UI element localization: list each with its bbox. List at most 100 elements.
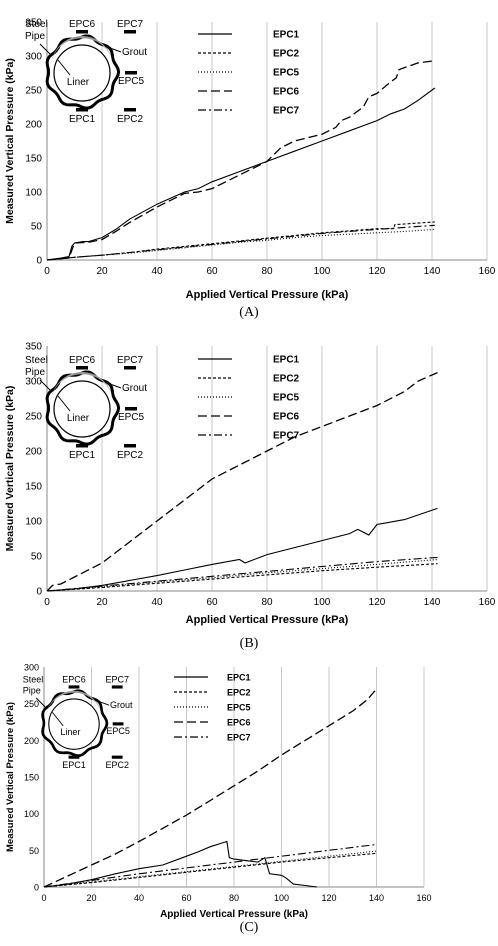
- legend-label-epc1: EPC1: [273, 355, 300, 366]
- y-tick-label: 250: [25, 412, 42, 423]
- epc7-label: EPC7: [105, 675, 129, 685]
- steel-pipe-ring: [41, 689, 109, 757]
- series-line-epc6: [43, 688, 377, 888]
- steel-pipe-ring: [45, 370, 121, 446]
- liner-leader: [57, 59, 71, 76]
- series-line-epc5: [46, 558, 438, 592]
- steel-pipe-label: Steel Pipe: [23, 675, 44, 696]
- grout-label: Grout: [122, 383, 147, 394]
- y-tick-label: 150: [24, 773, 39, 783]
- x-tick-label: 60: [206, 597, 218, 608]
- series-line-epc1: [46, 507, 438, 592]
- inset-diagram: EPC6 EPC7 EPC5 EPC1 EPC2 Steel Pipe Grout Liner: [23, 675, 133, 771]
- steel-pipe-leader: [39, 379, 51, 391]
- epc5-label: EPC5: [118, 412, 145, 423]
- y-tick-label: 350: [25, 18, 42, 29]
- grout-leader: [109, 47, 122, 53]
- epc1-label: EPC1: [62, 760, 86, 770]
- x-axis-label: Applied Vertical Pressure (kPa): [186, 614, 349, 626]
- epc1-marker: [76, 444, 88, 448]
- epc2-label: EPC2: [105, 760, 129, 770]
- y-tick-label: 100: [24, 809, 39, 819]
- y-tick-label: 50: [29, 846, 39, 856]
- grout-leader: [109, 383, 122, 389]
- x-tick-label: 120: [369, 266, 386, 277]
- steel-pipe-ring: [45, 34, 121, 110]
- legend-label-epc5: EPC5: [227, 703, 251, 713]
- epc6-label: EPC6: [69, 355, 96, 366]
- x-tick-label: 40: [151, 266, 163, 277]
- liner-circle: [48, 698, 100, 750]
- series-line-epc2: [43, 852, 377, 888]
- steel-pipe-label: Steel Pipe: [25, 355, 48, 378]
- y-tick-label: 200: [24, 736, 39, 746]
- epc2-marker: [124, 444, 136, 448]
- series-line-epc7: [46, 224, 435, 261]
- x-tick-label: 0: [44, 266, 50, 277]
- y-tick-label: 250: [24, 699, 39, 709]
- x-tick-label: 140: [424, 597, 441, 608]
- y-tick-label: 300: [25, 377, 42, 388]
- x-tick-label: 120: [369, 597, 386, 608]
- y-axis-label: Measured Vertical Pressure (kPa): [4, 58, 16, 224]
- legend-label-epc7: EPC7: [273, 106, 300, 117]
- series-line-epc7: [43, 843, 377, 888]
- liner-leader: [57, 395, 71, 412]
- liner-label: Liner: [60, 727, 80, 737]
- legend-label-epc2: EPC2: [273, 374, 300, 385]
- y-axis-label: Measured Vertical Pressure (kPa): [4, 386, 16, 552]
- x-tick-label: 160: [416, 893, 431, 903]
- epc5-marker: [125, 407, 137, 411]
- x-tick-label: 160: [479, 597, 496, 608]
- epc7-marker: [124, 30, 136, 34]
- legend-label-epc5: EPC5: [273, 68, 300, 79]
- series-line-epc1: [43, 840, 318, 888]
- liner-circle: [53, 44, 111, 102]
- x-tick-label: 80: [261, 266, 273, 277]
- x-tick-label: 20: [96, 266, 108, 277]
- y-tick-label: 200: [25, 447, 42, 458]
- legend-label-epc1: EPC1: [273, 30, 300, 41]
- x-tick-label: 20: [86, 893, 96, 903]
- grout-leader: [99, 701, 110, 706]
- steel-pipe-label-line: Pipe: [23, 686, 41, 696]
- series-line-epc6: [46, 60, 435, 261]
- steel-pipe-label-line: Pipe: [25, 367, 45, 378]
- x-tick-label: 0: [44, 597, 50, 608]
- chart-panel-b: 0 20 40 60 80 100 120 140 160 0 50 100 150 200 250 300 3…: [0, 322, 498, 629]
- epc6-label: EPC6: [62, 675, 86, 685]
- liner-label: Liner: [67, 413, 90, 424]
- x-tick-label: 100: [314, 597, 331, 608]
- series-line-epc6: [46, 372, 438, 592]
- epc5-marker: [112, 722, 124, 726]
- x-tick-label: 120: [321, 893, 336, 903]
- y-tick-label: 0: [34, 883, 39, 893]
- x-tick-label: 140: [424, 266, 441, 277]
- y-tick-label: 200: [25, 120, 42, 131]
- steel-pipe-leader: [39, 43, 51, 55]
- liner-leader: [52, 712, 64, 727]
- epc7-marker: [124, 366, 136, 370]
- y-tick-label: 250: [25, 86, 42, 97]
- legend-label-epc5: EPC5: [273, 393, 300, 404]
- y-tick-label: 100: [25, 517, 42, 528]
- x-tick-label: 80: [229, 893, 239, 903]
- steel-pipe-label-line: Steel: [25, 19, 48, 30]
- x-tick-label: 100: [274, 893, 289, 903]
- chart-a-svg: 0 20 40 60 80 100 120 140 160 0 50 100 150 200 250 300 3…: [4, 18, 496, 302]
- legend-label-epc6: EPC6: [227, 718, 251, 728]
- epc2-marker: [111, 755, 123, 759]
- y-tick-label: 100: [25, 188, 42, 199]
- legend-label-epc2: EPC2: [273, 49, 300, 60]
- epc6-marker: [76, 366, 88, 370]
- y-tick-label: 350: [25, 342, 42, 353]
- y-tick-label: 300: [25, 52, 42, 63]
- y-axis-label: Measured Vertical Pressure (kPa): [5, 702, 16, 852]
- epc1-label: EPC1: [69, 450, 96, 461]
- caption-b: (B): [239, 636, 259, 651]
- grout-label: Grout: [110, 700, 133, 710]
- steel-pipe-leader: [35, 697, 46, 708]
- epc6-marker: [76, 30, 88, 34]
- epc5-label: EPC5: [118, 76, 145, 87]
- y-tick-label: 150: [25, 482, 42, 493]
